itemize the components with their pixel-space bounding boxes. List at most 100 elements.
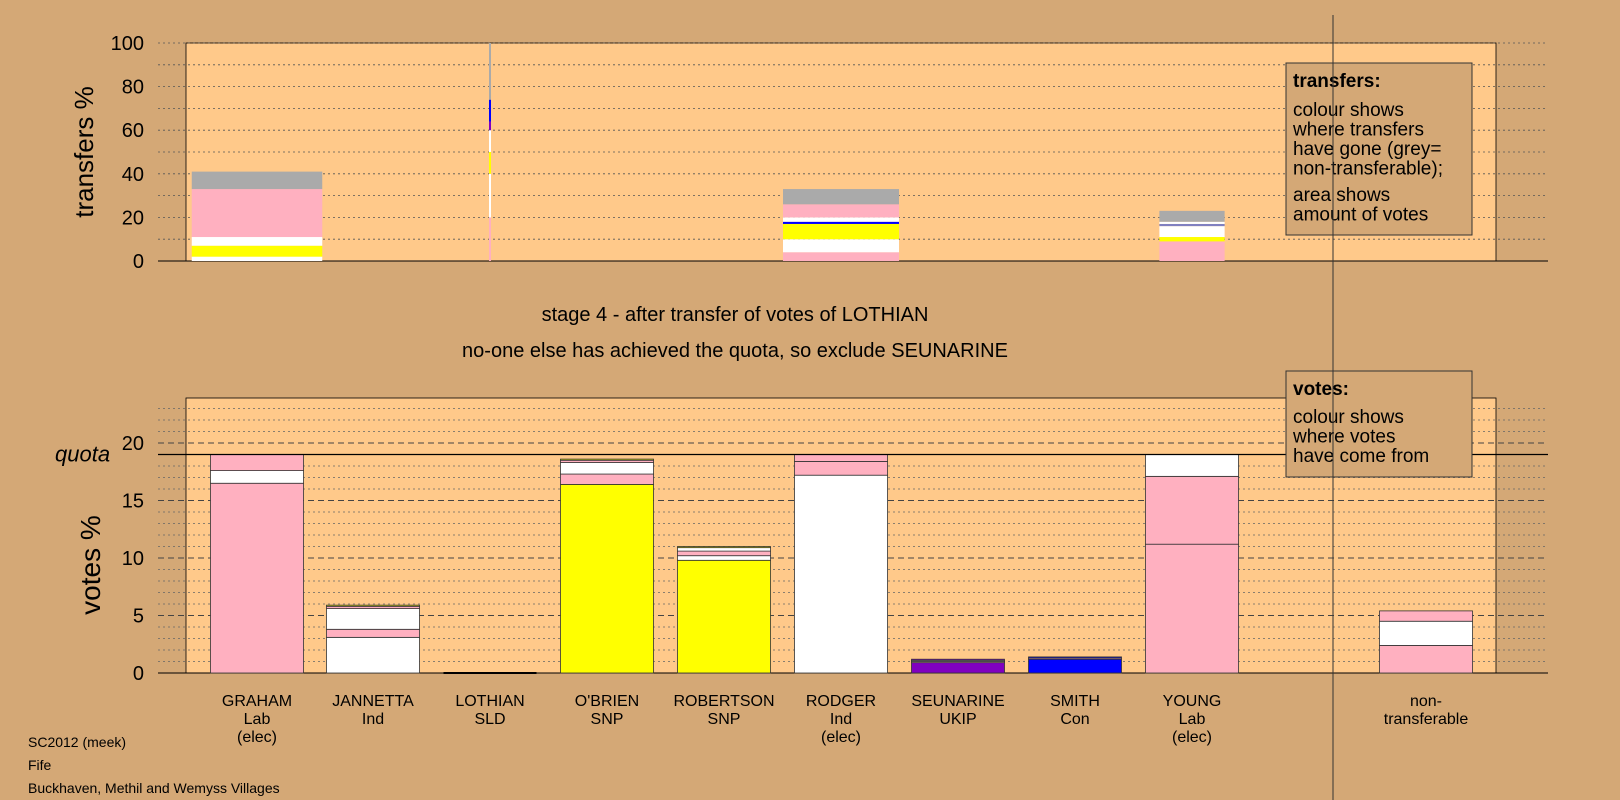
vote-segment-non-transferable (1379, 620, 1473, 646)
vote-segment-graham (210, 454, 304, 472)
footer-council: Fife (28, 757, 52, 773)
candidate-label: GRAHAM (222, 693, 292, 710)
vote-segment-robertson (677, 546, 771, 549)
candidate-label: UKIP (939, 711, 976, 728)
vote-segment-rodger (794, 460, 888, 476)
candidate-label: (elec) (821, 729, 861, 746)
candidate-label: JANNETTA (332, 693, 414, 710)
candidate-label: SNP (591, 711, 624, 728)
vote-segment-o'brien (560, 483, 654, 674)
quota-label: quota (55, 442, 110, 467)
transfer-segment-lothian (489, 121, 491, 131)
votes-y-axis-label: votes % (75, 515, 106, 615)
candidate-label: Ind (362, 711, 384, 728)
transfers-y-tick-label: 20 (122, 207, 144, 229)
transfers-legend-line: colour shows (1293, 100, 1404, 121)
candidate-label: non- (1410, 693, 1442, 710)
transfer-segment-graham (191, 245, 323, 257)
candidate-label: Con (1060, 711, 1089, 728)
candidate-label: Lab (1179, 711, 1206, 728)
transfer-segment-rodger (783, 239, 899, 253)
votes-y-tick-label: 15 (122, 491, 144, 513)
transfer-segment-lothian (489, 99, 491, 122)
transfer-segment-young (1159, 226, 1225, 238)
transfers-legend-box (1285, 62, 1473, 236)
transfers-legend-line: where transfers (1292, 120, 1424, 141)
candidate-label: YOUNG (1163, 693, 1222, 710)
stage-subtitle: no-one else has achieved the quota, so e… (462, 340, 1008, 362)
transfers-legend-title: transfers: (1293, 71, 1381, 92)
transfer-segment-lothian (489, 217, 491, 261)
candidate-label: O'BRIEN (575, 693, 639, 710)
vote-segment-o'brien (560, 458, 654, 461)
transfer-segment-lothian (489, 152, 491, 174)
vote-segment-non-transferable (1379, 610, 1473, 622)
candidate-label: (elec) (1172, 729, 1212, 746)
vote-segment-jannetta (326, 636, 420, 674)
transfer-segment-young (1159, 241, 1225, 261)
transfer-segment-young (1159, 237, 1225, 242)
vote-segment-rodger (794, 474, 888, 674)
candidate-label: SLD (474, 711, 505, 728)
transfer-segment-rodger (783, 204, 899, 218)
transfers-y-tick-label: 100 (111, 33, 144, 55)
transfer-segment-young (1159, 210, 1225, 222)
transfer-segment-rodger (783, 221, 899, 224)
footer-ward: Buckhaven, Methil and Wemyss Villages (28, 780, 280, 796)
transfer-segment-rodger (783, 223, 899, 240)
votes-legend-box (1285, 370, 1473, 478)
votes-y-tick-label: 5 (133, 606, 144, 628)
vote-segment-seunarine (911, 658, 1005, 661)
vote-segment-young (1145, 543, 1239, 674)
votes-legend-line: colour shows (1293, 407, 1404, 428)
transfer-segment-graham (191, 256, 323, 261)
vote-segment-o'brien (560, 462, 654, 475)
transfers-y-tick-label: 40 (122, 164, 144, 186)
vote-segment-jannetta (326, 628, 420, 638)
vote-segment-robertson (677, 550, 771, 557)
transfer-segment-graham (191, 237, 323, 246)
transfer-segment-lothian (489, 173, 491, 218)
vote-segment-graham (210, 470, 304, 484)
transfer-segment-rodger (783, 252, 899, 261)
votes-legend-line: where votes (1292, 427, 1395, 448)
candidate-label: RODGER (806, 693, 876, 710)
candidate-label: Ind (830, 711, 852, 728)
transfer-segment-young (1159, 223, 1225, 227)
transfer-segment-graham (191, 171, 323, 190)
vote-segment-robertson (677, 559, 771, 674)
vote-segment-non-transferable (1379, 645, 1473, 674)
transfer-segment-rodger (783, 189, 899, 205)
candidate-label: SMITH (1050, 693, 1100, 710)
vote-segment-smith (1028, 656, 1122, 659)
votes-y-tick-label: 10 (122, 548, 144, 570)
votes-legend-line: have come from (1293, 446, 1429, 467)
transfers-legend-line: have gone (grey= (1293, 139, 1441, 160)
vote-segment-young (1145, 475, 1239, 545)
transfers-y-axis-label: transfers % (69, 86, 99, 218)
vote-segment-jannetta (326, 604, 420, 607)
candidate-label: (elec) (237, 729, 277, 746)
vote-segment-robertson (677, 555, 771, 561)
vote-segment-o'brien (560, 473, 654, 485)
candidate-label: LOTHIAN (455, 693, 524, 710)
vote-segment-young (1145, 454, 1239, 477)
votes-y-tick-label: 0 (133, 663, 144, 685)
vote-segment-graham (210, 482, 304, 674)
transfer-segment-lothian (489, 130, 491, 152)
transfers-legend-line: area shows (1293, 185, 1390, 206)
transfer-segment-graham (191, 189, 323, 238)
votes-legend-title: votes: (1293, 379, 1349, 400)
votes-y-tick-label: 20 (122, 433, 144, 455)
candidate-label: SNP (708, 711, 741, 728)
vote-segment-rodger (794, 454, 888, 462)
vote-segment-smith (1028, 658, 1122, 674)
candidate-label: transferable (1384, 711, 1469, 728)
candidate-label: ROBERTSON (673, 693, 774, 710)
transfer-segment-lothian (489, 43, 491, 100)
footer-method: SC2012 (meek) (28, 734, 127, 750)
vote-segment-jannetta (326, 608, 420, 630)
transfer-segment-young (1159, 221, 1225, 224)
stage-title: stage 4 - after transfer of votes of LOT… (542, 304, 929, 326)
